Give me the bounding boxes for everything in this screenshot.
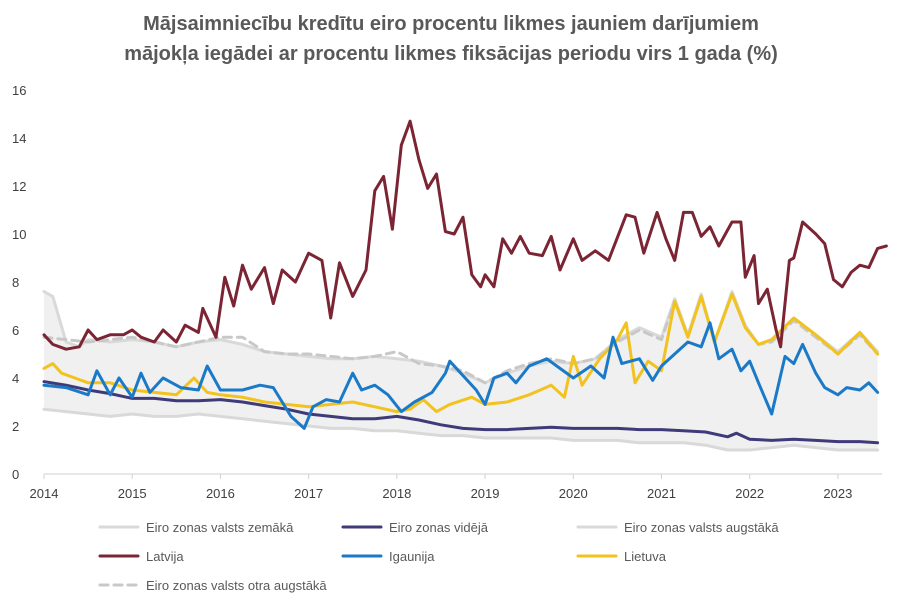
series-line-eiro-zonas-videja bbox=[42, 380, 880, 445]
series-line-eiro-zonas-valsts-zemaka bbox=[42, 407, 880, 452]
y-tick-label: 16 bbox=[12, 83, 26, 98]
x-tick-label: 2017 bbox=[294, 486, 323, 501]
y-tick-label: 8 bbox=[12, 275, 19, 290]
x-tick-label: 2015 bbox=[118, 486, 147, 501]
y-axis-ticks: 0 2 4 6 8 10 12 14 16 bbox=[12, 83, 26, 482]
y-tick-label: 12 bbox=[12, 179, 26, 194]
series-line-igaunija bbox=[42, 321, 880, 430]
y-tick-label: 14 bbox=[12, 131, 26, 146]
legend-label: Eiro zonas vidējā bbox=[389, 520, 489, 535]
y-tick-label: 4 bbox=[12, 371, 19, 386]
chart-title-line-1: Mājsaimniecību kredītu eiro procentu lik… bbox=[143, 13, 759, 35]
x-tick-label: 2018 bbox=[382, 486, 411, 501]
x-tick-label: 2014 bbox=[30, 486, 59, 501]
legend-label: Eiro zonas valsts augstākā bbox=[624, 520, 779, 535]
legend-label: Latvija bbox=[146, 549, 184, 564]
legend: Eiro zonas valsts zemākā Eiro zonas vidēj… bbox=[98, 520, 779, 593]
y-tick-label: 6 bbox=[12, 323, 19, 338]
y-tick-label: 0 bbox=[12, 467, 19, 482]
x-tick-label: 2021 bbox=[647, 486, 676, 501]
series-lines bbox=[42, 119, 888, 452]
series-line-latvija bbox=[42, 119, 888, 351]
x-tick-label: 2023 bbox=[823, 486, 852, 501]
legend-label: Eiro zonas valsts otra augstākā bbox=[146, 578, 327, 593]
y-tick-label: 10 bbox=[12, 227, 26, 242]
legend-label: Eiro zonas valsts zemākā bbox=[146, 520, 294, 535]
legend-label: Lietuva bbox=[624, 549, 667, 564]
chart-title-line-2: mājokļa iegādei ar procentu likmes fiksā… bbox=[124, 43, 778, 65]
legend-label: Igaunija bbox=[389, 549, 435, 564]
y-tick-label: 2 bbox=[12, 419, 19, 434]
x-tick-label: 2016 bbox=[206, 486, 235, 501]
x-tick-label: 2020 bbox=[559, 486, 588, 501]
x-axis-ticks: 2014 2015 2016 2017 2018 2019 2020 2021 2022 2023 bbox=[30, 474, 852, 501]
x-tick-label: 2022 bbox=[735, 486, 764, 501]
x-tick-label: 2019 bbox=[471, 486, 500, 501]
